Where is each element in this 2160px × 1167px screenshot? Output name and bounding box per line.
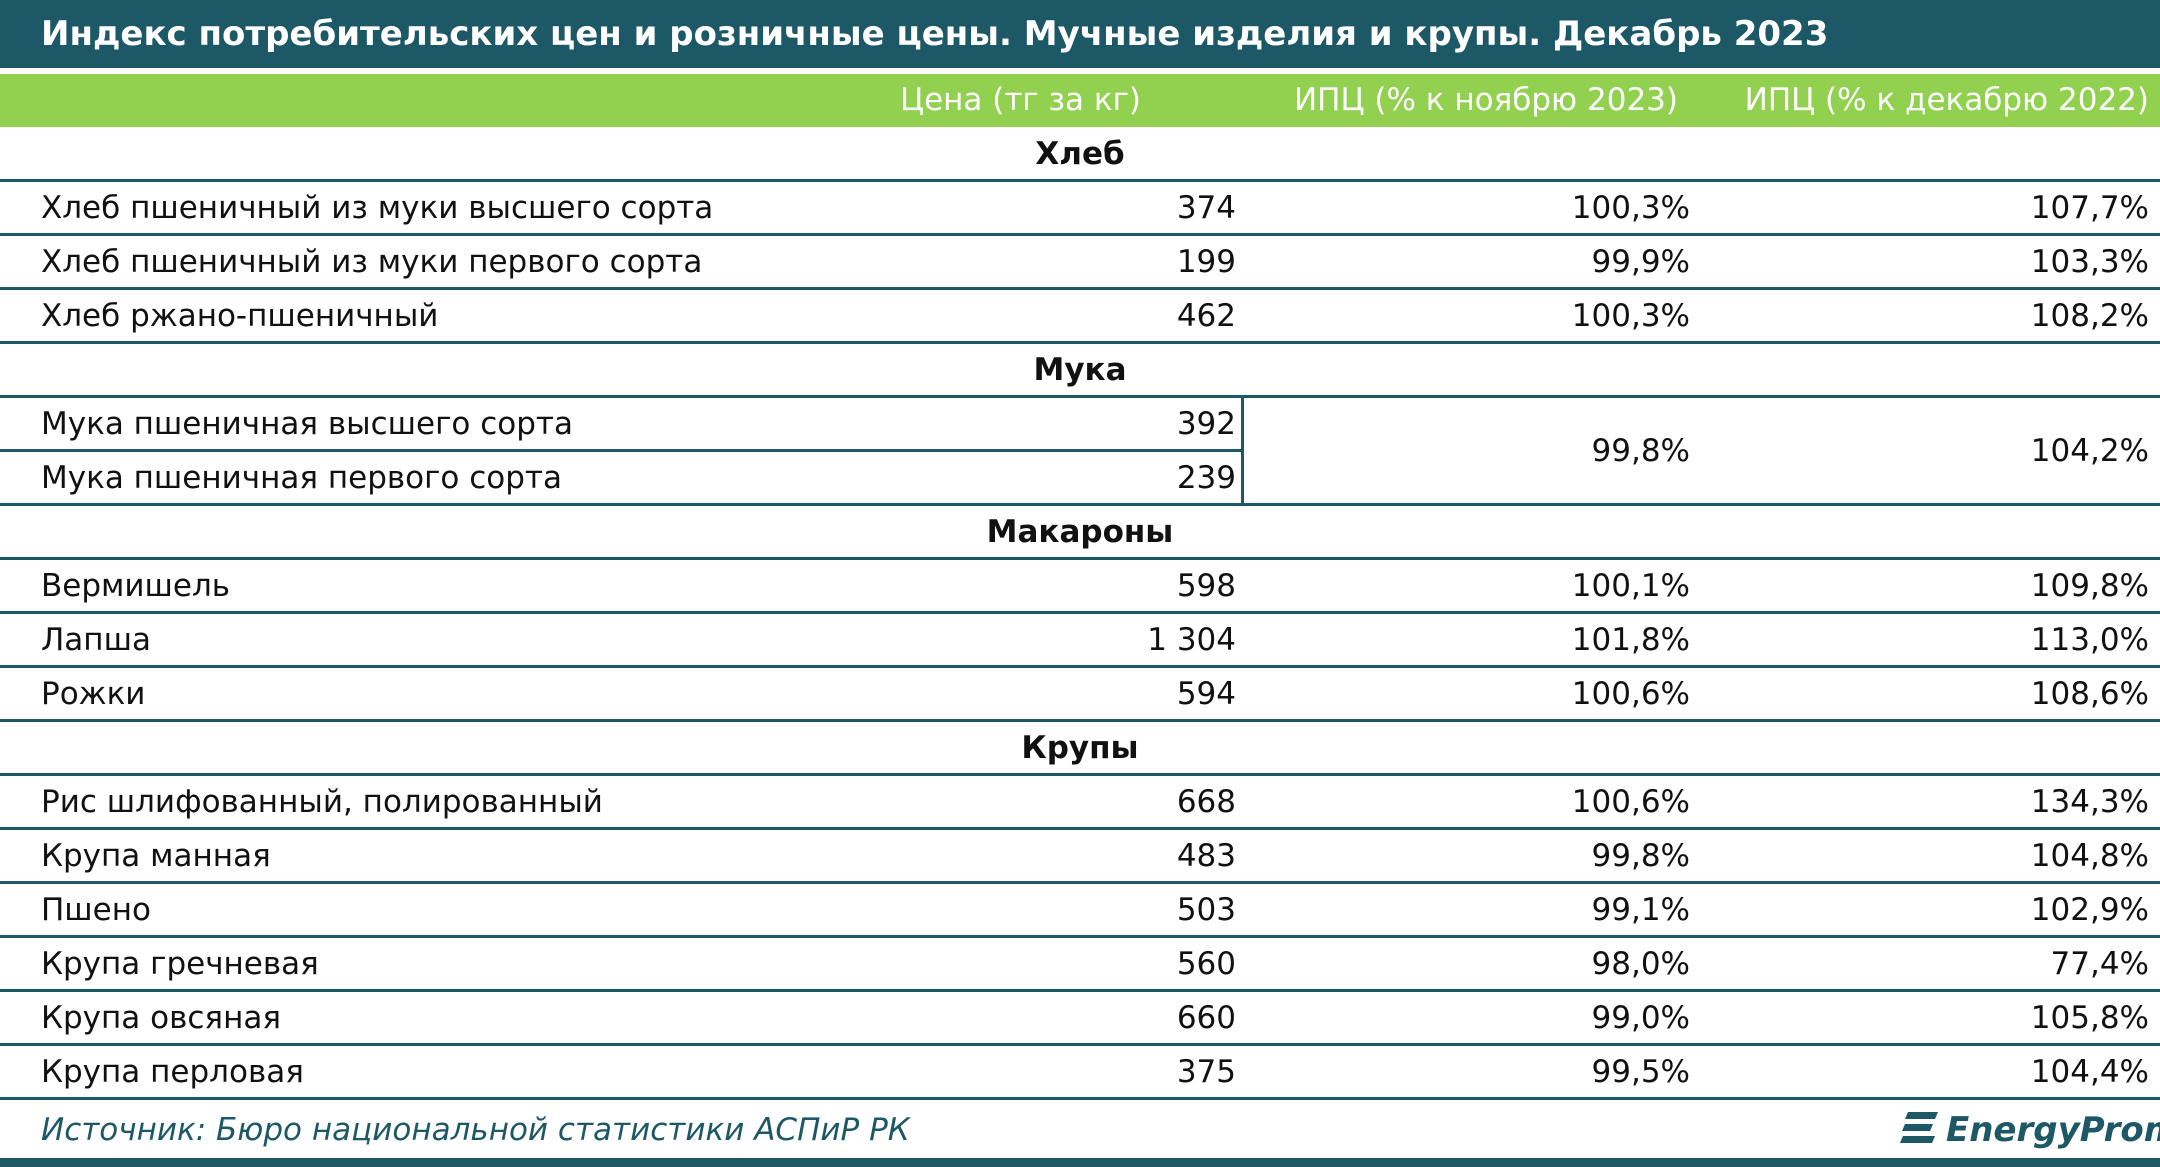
price: 503 <box>1176 892 1236 928</box>
price: 392 <box>1176 406 1236 442</box>
price: 560 <box>1176 946 1236 982</box>
row-name: Мука пшеничная первого сорта <box>41 460 562 496</box>
row-name: Пшено <box>41 892 151 928</box>
cpi-month: 100,6% <box>1571 784 1690 820</box>
column-header: ИПЦ (% к ноябрю 2023) <box>1293 82 1678 118</box>
cpi-year: 104,4% <box>2030 1054 2149 1090</box>
logo: EnergyProm <box>1946 1110 2160 1150</box>
cpi-month: 99,8% <box>1591 838 1690 874</box>
price: 199 <box>1176 244 1236 280</box>
cpi-month: 99,9% <box>1591 244 1690 280</box>
row-line <box>0 611 2160 614</box>
cpi-year: 102,9% <box>2030 892 2149 928</box>
row-name: Хлеб ржано-пшеничный <box>41 298 439 334</box>
cpi-month: 99,0% <box>1591 1000 1690 1036</box>
logo-icon <box>1900 1108 1940 1148</box>
row-line <box>0 989 2160 992</box>
header-bar <box>0 74 2160 127</box>
cpi-month: 99,1% <box>1591 892 1690 928</box>
price: 598 <box>1176 568 1236 604</box>
price: 594 <box>1176 676 1236 712</box>
row-line <box>0 179 2160 182</box>
price: 1 304 <box>1147 622 1236 658</box>
cpi-month: 99,8% <box>1591 433 1690 469</box>
title: Индекс потребительских цен и розничные ц… <box>41 14 1829 54</box>
merged-divider <box>1241 397 1244 505</box>
section-title: Мука <box>1033 352 1127 388</box>
row-line <box>0 395 2160 398</box>
row-line <box>0 1043 2160 1046</box>
cpi-month: 100,6% <box>1571 676 1690 712</box>
cpi-year: 108,2% <box>2030 298 2149 334</box>
row-name: Крупа овсяная <box>41 1000 281 1036</box>
cpi-year: 104,2% <box>2030 433 2149 469</box>
row-line <box>0 503 2160 506</box>
price: 375 <box>1176 1054 1236 1090</box>
row-line <box>0 773 2160 776</box>
cpi-year: 113,0% <box>2030 622 2149 658</box>
price: 668 <box>1176 784 1236 820</box>
price: 483 <box>1176 838 1236 874</box>
cpi-month: 99,5% <box>1591 1054 1690 1090</box>
source: Источник: Бюро национальной статистики А… <box>41 1112 910 1148</box>
cpi-year: 104,8% <box>2030 838 2149 874</box>
cpi-month: 101,8% <box>1571 622 1690 658</box>
row-name: Вермишель <box>41 568 231 604</box>
row-line <box>0 341 2160 344</box>
row-line <box>0 935 2160 938</box>
row-name: Рис шлифованный, полированный <box>41 784 603 820</box>
row-line <box>0 233 2160 236</box>
section-title: Макароны <box>986 514 1174 550</box>
row-name: Лапша <box>41 622 151 658</box>
row-line <box>0 827 2160 830</box>
row-name: Рожки <box>41 676 146 712</box>
cpi-year: 77,4% <box>2050 946 2149 982</box>
row-line <box>0 449 1243 452</box>
row-name: Крупа перловая <box>41 1054 304 1090</box>
cpi-month: 98,0% <box>1591 946 1690 982</box>
price: 660 <box>1176 1000 1236 1036</box>
logo-mark <box>1900 1112 1938 1143</box>
cpi-month: 100,3% <box>1571 190 1690 226</box>
cpi-year: 134,3% <box>2030 784 2149 820</box>
section-title: Хлеб <box>1035 136 1125 172</box>
price: 462 <box>1176 298 1236 334</box>
row-name: Хлеб пшеничный из муки высшего сорта <box>41 190 714 226</box>
row-line <box>0 557 2160 560</box>
cpi-year: 108,6% <box>2030 676 2149 712</box>
cpi-year: 109,8% <box>2030 568 2149 604</box>
cpi-year: 103,3% <box>2030 244 2149 280</box>
cpi-month: 100,1% <box>1571 568 1690 604</box>
row-name: Мука пшеничная высшего сорта <box>41 406 573 442</box>
bottom-bar <box>0 1158 2160 1167</box>
row-name: Крупа манная <box>41 838 271 874</box>
row-name: Хлеб пшеничный из муки первого сорта <box>41 244 703 280</box>
row-line <box>0 1097 2160 1100</box>
price: 374 <box>1176 190 1236 226</box>
price: 239 <box>1176 460 1236 496</box>
row-line <box>0 881 2160 884</box>
row-line <box>0 287 2160 290</box>
section-title: Крупы <box>1021 730 1139 766</box>
column-header: Цена (тг за кг) <box>900 82 1141 118</box>
row-name: Крупа гречневая <box>41 946 319 982</box>
cpi-year: 105,8% <box>2030 1000 2149 1036</box>
row-line <box>0 665 2160 668</box>
row-line <box>0 719 2160 722</box>
cpi-year: 107,7% <box>2030 190 2149 226</box>
column-header: ИПЦ (% к декабрю 2022) <box>1744 82 2149 118</box>
title-bar <box>0 0 2160 68</box>
cpi-month: 100,3% <box>1571 298 1690 334</box>
